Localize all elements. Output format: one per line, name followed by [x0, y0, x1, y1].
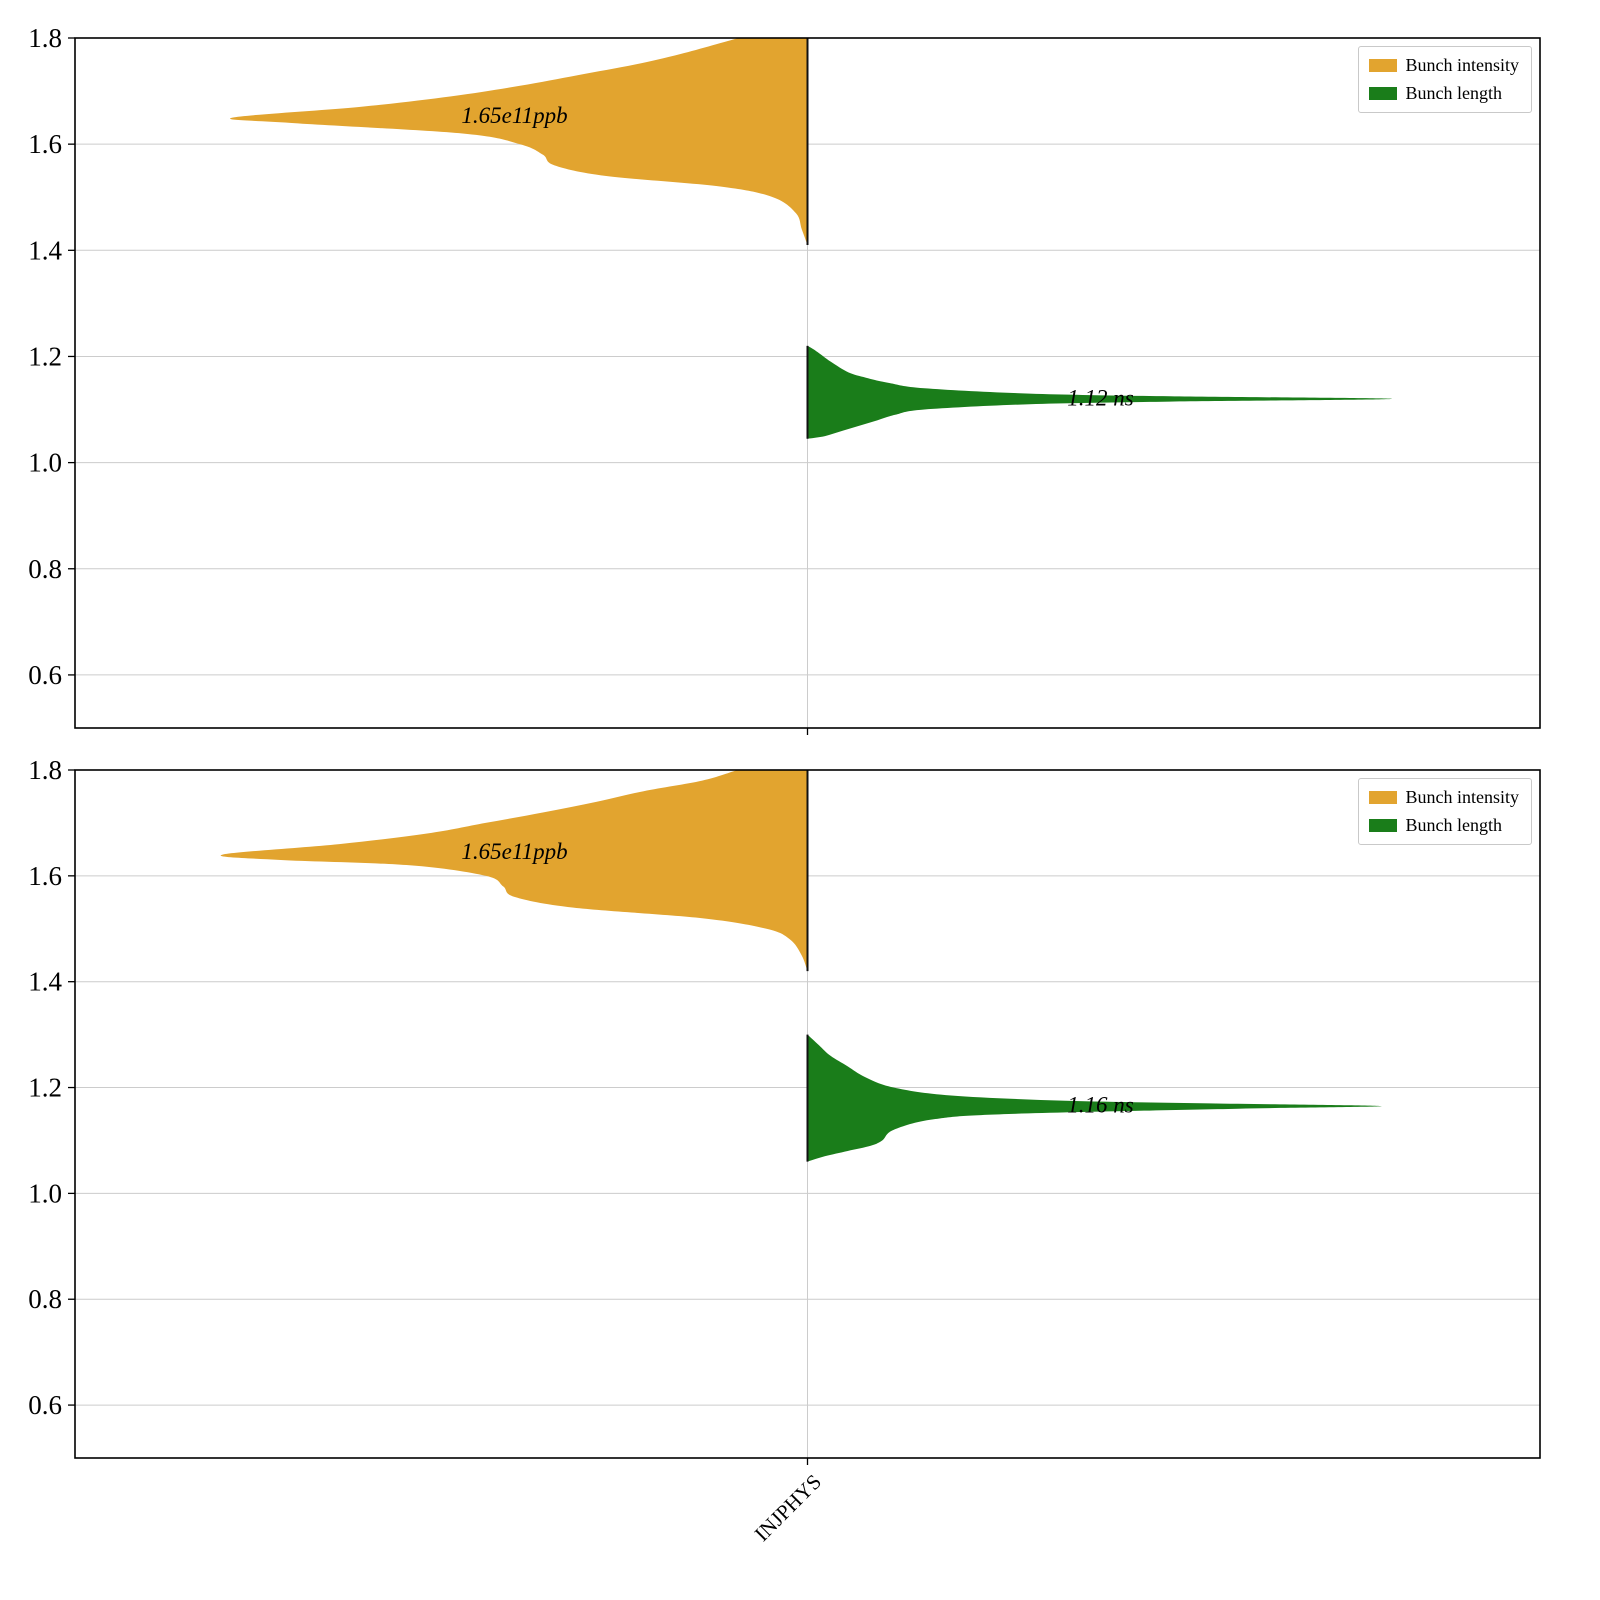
violin-annotation: 1.65e11ppb: [461, 839, 567, 864]
legend-entry-intensity: Bunch intensity: [1368, 55, 1520, 76]
violin-annotation: 1.12 ns: [1067, 385, 1134, 410]
legend-label-length: Bunch length: [1405, 815, 1503, 835]
legend-swatch-intensity: [1368, 791, 1397, 804]
y-tick-label: 0.8: [28, 1284, 62, 1314]
legend-swatch-length: [1368, 87, 1397, 100]
violin-annotation: 1.65e11ppb: [461, 103, 567, 128]
axes-border: [74, 37, 1541, 729]
y-tick-label: 0.6: [28, 660, 62, 690]
y-tick-label: 1.8: [28, 23, 62, 53]
axes-border: [74, 769, 1541, 1459]
y-tick-label: 1.0: [28, 448, 62, 478]
violin-bunch-intensity: [230, 38, 808, 245]
y-tick-label: 1.4: [28, 967, 62, 997]
legend-label-intensity: Bunch intensity: [1405, 787, 1520, 807]
violin-bunch-length: [807, 345, 1392, 439]
y-tick-label: 1.2: [28, 341, 62, 371]
y-tick-label: 1.2: [28, 1073, 62, 1103]
legend-label-length: Bunch length: [1405, 83, 1503, 103]
y-tick-label: 1.0: [28, 1178, 62, 1208]
violin-annotation: 1.16 ns: [1067, 1092, 1134, 1117]
y-tick-label: 1.6: [28, 861, 62, 891]
y-tick-label: 1.6: [28, 129, 62, 159]
y-tick-label: 0.8: [28, 554, 62, 584]
legend-chart2: Bunch intensity Bunch length: [1357, 778, 1532, 845]
legend-entry-length: Bunch length: [1368, 815, 1520, 836]
y-tick-label: 1.8: [28, 755, 62, 785]
violin-bunch-intensity: [220, 770, 808, 972]
legend-swatch-intensity: [1368, 59, 1397, 72]
legend-entry-length: Bunch length: [1368, 83, 1520, 104]
y-tick-label: 0.6: [28, 1390, 62, 1420]
legend-label-intensity: Bunch intensity: [1405, 55, 1520, 75]
x-tick-label: INJPHYS: [750, 1470, 826, 1546]
legend-entry-intensity: Bunch intensity: [1368, 787, 1520, 808]
violin-bunch-length: [807, 1034, 1382, 1162]
y-tick-label: 1.4: [28, 235, 62, 265]
legend-swatch-length: [1368, 819, 1397, 832]
legend-chart1: Bunch intensity Bunch length: [1357, 46, 1532, 113]
